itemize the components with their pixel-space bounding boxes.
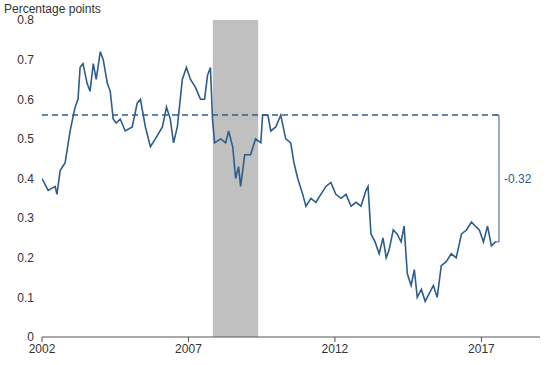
svg-text:2012: 2012 — [322, 342, 349, 356]
svg-text:0.2: 0.2 — [17, 251, 34, 265]
html-text:Percentage points: Percentage points — [4, 2, 101, 16]
svg-text:2017: 2017 — [468, 342, 495, 356]
svg-text:0.4: 0.4 — [17, 172, 34, 186]
svg-text:0.3: 0.3 — [17, 211, 34, 225]
svg-text:-0.32: -0.32 — [504, 172, 532, 186]
svg-text:0.6: 0.6 — [17, 93, 34, 107]
svg-text:0.7: 0.7 — [17, 53, 34, 67]
svg-text:0.8: 0.8 — [17, 13, 34, 27]
svg-text:2002: 2002 — [28, 341, 56, 356]
svg-text:0.5: 0.5 — [17, 132, 34, 146]
svg-text:0.1: 0.1 — [17, 291, 34, 305]
svg-text:0: 0 — [27, 330, 34, 344]
svg-text:2007: 2007 — [175, 342, 202, 356]
